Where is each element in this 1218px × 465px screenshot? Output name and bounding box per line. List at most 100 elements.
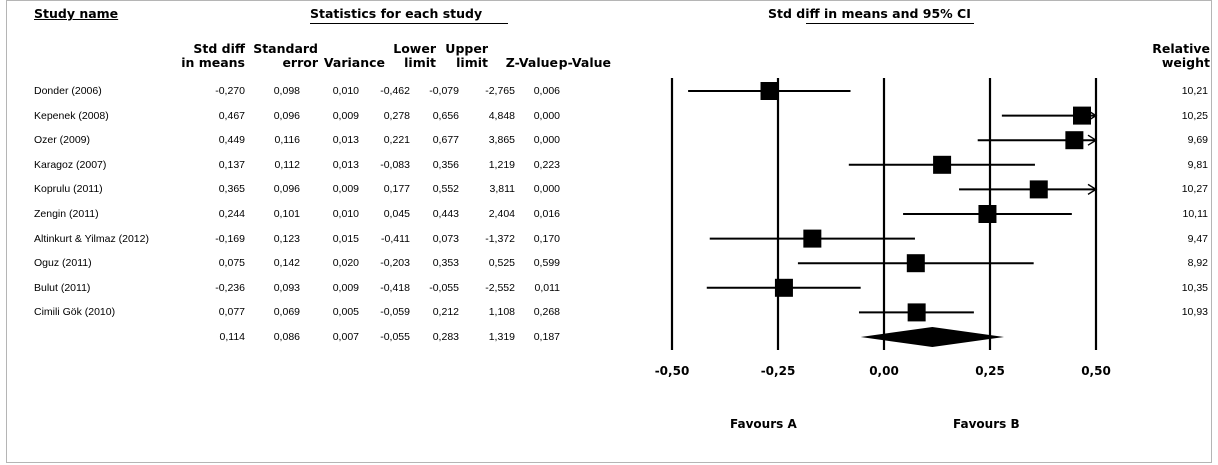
relative-weight-cell: 9,81 bbox=[1187, 158, 1208, 171]
relative-weight-cell: 10,21 bbox=[1181, 85, 1208, 97]
cell-p: 0,599 bbox=[533, 257, 560, 270]
study-marker bbox=[906, 254, 925, 273]
study-marker bbox=[1029, 180, 1048, 199]
cell-hi: -0,055 bbox=[429, 281, 459, 294]
cell-se: 0,096 bbox=[273, 109, 300, 122]
study-marker bbox=[760, 82, 779, 100]
study-name-cell: Cimili Gök (2010) bbox=[34, 306, 116, 319]
favours-b-label: Favours B bbox=[953, 417, 1020, 431]
cell-lo: -0,203 bbox=[380, 257, 410, 270]
cell-d: 0,244 bbox=[218, 208, 245, 220]
cell-d: 0,449 bbox=[218, 134, 245, 147]
x-tick-label: 0,00 bbox=[869, 364, 899, 378]
cell-var: 0,010 bbox=[332, 208, 359, 220]
x-tick-label: 0,25 bbox=[975, 364, 1005, 378]
cell-lo: 0,278 bbox=[383, 109, 410, 122]
summary-cell-var: 0,007 bbox=[332, 331, 359, 343]
cell-var: 0,013 bbox=[332, 134, 359, 147]
summary-cell-z: 1,319 bbox=[488, 331, 515, 343]
cell-lo: -0,411 bbox=[381, 232, 410, 245]
column-header-p: p-Value bbox=[531, 42, 611, 70]
cell-hi: 0,443 bbox=[432, 208, 459, 220]
summary-cell-d: 0,114 bbox=[219, 331, 246, 343]
column-header-line1: Std diff bbox=[193, 41, 245, 56]
study-name-cell: Koprulu (2011) bbox=[34, 183, 103, 196]
cell-d: 0,075 bbox=[218, 257, 245, 270]
statistics-header: Statistics for each study bbox=[310, 6, 483, 21]
study-name-cell: Ozer (2009) bbox=[34, 134, 91, 147]
summary-cell-hi: 0,283 bbox=[432, 331, 459, 343]
cell-p: 0,016 bbox=[533, 208, 560, 220]
cell-hi: 0,212 bbox=[432, 306, 459, 319]
cell-lo: 0,177 bbox=[383, 183, 410, 196]
forest-plot-panel bbox=[6, 0, 1212, 463]
cell-var: 0,009 bbox=[332, 183, 359, 196]
column-header-line1: Upper bbox=[445, 41, 488, 56]
column-header-line2: limit bbox=[404, 55, 436, 70]
relative-weight-header: Relative weight bbox=[1140, 42, 1210, 70]
relative-weight-cell: 10,35 bbox=[1181, 281, 1208, 294]
study-marker bbox=[1073, 106, 1092, 125]
cell-p: 0,011 bbox=[534, 281, 561, 294]
column-header-se: Standard error bbox=[238, 42, 318, 70]
cell-z: 2,404 bbox=[488, 208, 515, 220]
study-name-cell: Donder (2006) bbox=[34, 85, 102, 97]
cell-d: -0,169 bbox=[215, 232, 245, 245]
column-header-z: Z-Value bbox=[478, 42, 558, 70]
cell-lo: -0,059 bbox=[380, 306, 410, 319]
x-tick-label: 0,50 bbox=[1081, 364, 1111, 378]
column-header-line2: limit bbox=[456, 55, 488, 70]
cell-se: 0,093 bbox=[273, 281, 300, 294]
ci-arrow bbox=[1087, 183, 1098, 195]
cell-z: -2,765 bbox=[485, 85, 515, 97]
cell-var: 0,020 bbox=[332, 257, 359, 270]
cell-z: 3,865 bbox=[488, 134, 515, 147]
cell-se: 0,123 bbox=[273, 232, 300, 245]
column-header-lo: Lower limit bbox=[356, 42, 436, 70]
cell-d: -0,270 bbox=[215, 85, 245, 97]
study-name-header: Study name bbox=[34, 6, 119, 21]
favours-a-label: Favours A bbox=[730, 417, 797, 431]
cell-z: 0,525 bbox=[488, 257, 515, 270]
cell-d: 0,077 bbox=[218, 306, 245, 319]
study-name-cell: Kepenek (2008) bbox=[34, 109, 109, 122]
cell-se: 0,069 bbox=[273, 306, 300, 319]
relative-weight-cell: 10,11 bbox=[1182, 208, 1209, 220]
cell-hi: -0,079 bbox=[429, 85, 459, 97]
study-marker bbox=[978, 205, 997, 223]
statistics-underline bbox=[310, 23, 508, 24]
column-header-line1: Lower bbox=[393, 41, 436, 56]
cell-var: 0,005 bbox=[332, 306, 359, 319]
cell-z: 1,108 bbox=[488, 306, 515, 319]
cell-d: 0,365 bbox=[218, 183, 245, 196]
cell-p: 0,223 bbox=[533, 158, 560, 171]
cell-hi: 0,073 bbox=[432, 232, 459, 245]
cell-lo: 0,045 bbox=[383, 208, 410, 220]
study-name-cell: Bulut (2011) bbox=[34, 281, 91, 294]
column-header-line2: error bbox=[282, 55, 318, 70]
cell-var: 0,013 bbox=[332, 158, 359, 171]
cell-hi: 0,356 bbox=[432, 158, 459, 171]
study-name-cell: Oguz (2011) bbox=[34, 257, 92, 270]
relative-weight-cell: 9,47 bbox=[1187, 232, 1208, 245]
study-name-cell: Altinkurt & Yilmaz (2012) bbox=[34, 232, 149, 245]
relative-weight-cell: 10,27 bbox=[1181, 183, 1208, 196]
cell-d: 0,467 bbox=[218, 109, 245, 122]
cell-lo: -0,418 bbox=[380, 281, 410, 294]
relative-weight-cell: 9,69 bbox=[1187, 134, 1208, 147]
cell-lo: -0,462 bbox=[380, 85, 410, 97]
study-marker bbox=[803, 229, 822, 248]
study-marker bbox=[907, 303, 926, 322]
column-header-line2: in means bbox=[181, 55, 245, 70]
cell-se: 0,142 bbox=[273, 257, 300, 270]
cell-se: 0,116 bbox=[274, 134, 301, 147]
summary-diamond bbox=[860, 327, 1004, 347]
cell-hi: 0,677 bbox=[432, 134, 459, 147]
plot-title-underline bbox=[806, 23, 974, 24]
column-header-d: Std diff in means bbox=[165, 42, 245, 70]
relative-weight-cell: 8,92 bbox=[1187, 257, 1208, 270]
study-name-cell: Karagoz (2007) bbox=[34, 158, 107, 171]
cell-z: 3,811 bbox=[489, 183, 516, 196]
cell-p: 0,000 bbox=[533, 134, 560, 147]
